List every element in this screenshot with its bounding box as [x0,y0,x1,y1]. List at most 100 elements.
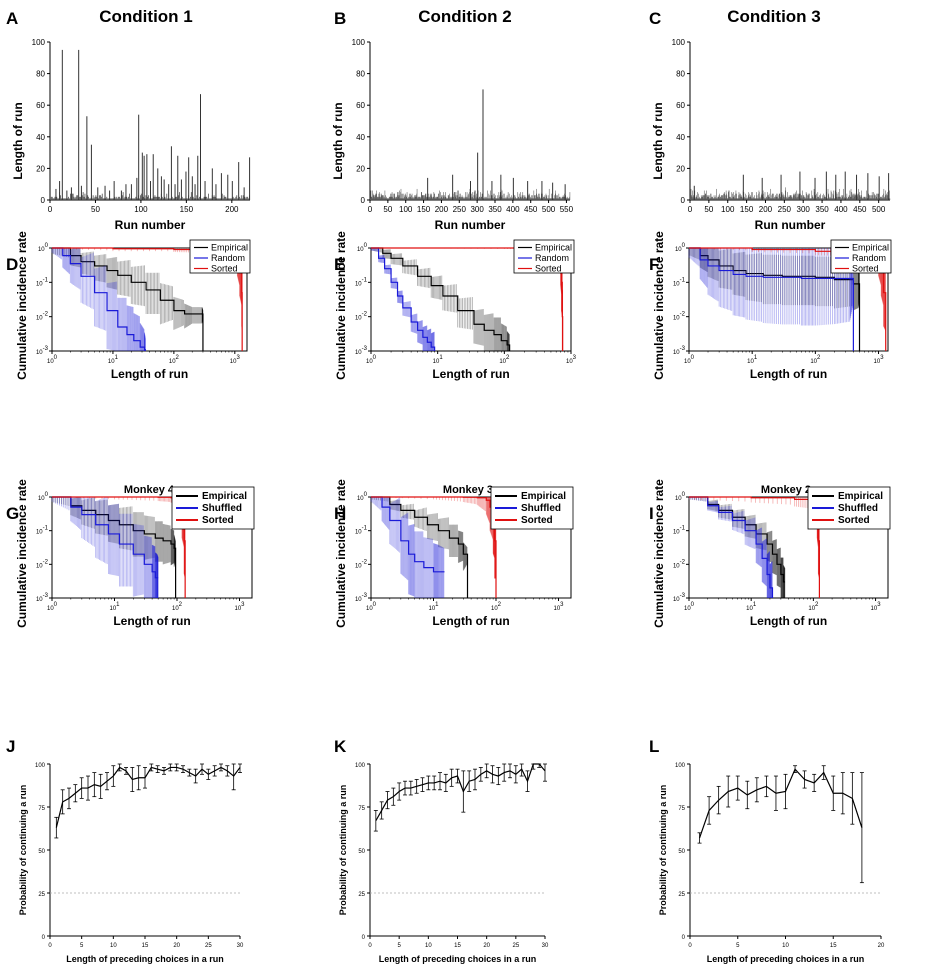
bar [165,198,167,200]
bar [815,195,816,200]
bar [805,198,807,200]
x-tick-label: 0 [48,943,52,949]
legend-label-shuffled: Shuffled [521,503,561,514]
bar [440,198,441,200]
bar [730,196,731,200]
bar [879,198,880,200]
bar [406,196,407,200]
bar [549,198,551,200]
bar-tall-run [215,184,217,200]
bar-tall-run [200,94,201,200]
bar-tall-run [243,187,245,200]
y-tick-label: 75 [358,806,365,812]
bar-tall-run [185,171,187,200]
bar [752,192,753,200]
bar [481,193,483,200]
legend-label-sorted: Sorted [838,515,870,526]
bar [158,196,159,200]
bar [397,192,398,200]
x-tick-label: 101 [428,602,439,612]
y-tick-label: 100 [357,492,368,502]
bar [514,195,515,200]
column-title-2: Condition 2 [418,7,511,26]
bar [550,198,552,200]
bar [709,198,711,200]
bar [561,198,563,200]
bar [388,198,389,200]
bar [382,196,384,200]
bar [880,198,882,200]
bar [798,193,799,200]
bar [236,195,238,200]
bar [885,195,887,200]
bar [881,196,883,200]
bar [402,193,403,200]
bar [502,195,503,200]
bar [795,196,796,200]
bar [145,195,147,200]
bar [886,193,887,200]
bar [526,198,527,200]
bar [765,198,767,200]
bar [460,193,461,200]
bar [390,196,392,200]
bar [82,192,84,200]
bar [493,198,494,200]
x-tick-label: 103 [874,355,885,365]
legend-label-random: Random [211,253,245,263]
bar [476,196,478,200]
bar [539,198,540,200]
bar [405,195,407,200]
bar [385,198,387,200]
y-tick-label: 20 [356,164,365,173]
bar [874,195,876,200]
bar [786,198,788,200]
column-title-3: Condition 3 [727,7,820,26]
bar [413,198,414,200]
bar [453,192,455,200]
series-empirical [370,247,511,351]
series-line [371,247,511,351]
bar [861,196,863,200]
bar [792,196,794,200]
bar [791,195,793,200]
bar [740,196,742,200]
bar [522,192,524,200]
bar [742,198,743,200]
bar [478,198,479,200]
bar [857,195,859,200]
bar [100,196,102,200]
bar [108,198,109,200]
bar [834,190,836,200]
bar [858,198,860,200]
bar [492,198,494,200]
bar [460,196,462,200]
bar [853,198,854,200]
x-tick-label: 103 [234,602,245,612]
bar [860,198,861,200]
bar [88,196,89,200]
bar [196,195,198,200]
bar [435,198,437,200]
bar [419,196,420,200]
bar [441,196,442,200]
bar [556,198,557,200]
bar [84,193,86,200]
bar [849,190,851,200]
bar-tall-run [856,174,858,200]
series-shuffled [51,496,159,598]
bar [476,193,477,200]
y-tick-label: 10-3 [673,593,686,603]
bar [416,196,417,200]
bar [836,196,837,200]
bar [796,196,798,200]
bar [417,198,419,200]
series-shuffled [688,496,774,598]
panel-letter-k: K [334,737,347,756]
bar [852,195,853,200]
bar [755,198,757,200]
bar [802,198,803,200]
bar [544,195,546,200]
y-axis-label: Cumulative incidence rate [15,231,29,380]
